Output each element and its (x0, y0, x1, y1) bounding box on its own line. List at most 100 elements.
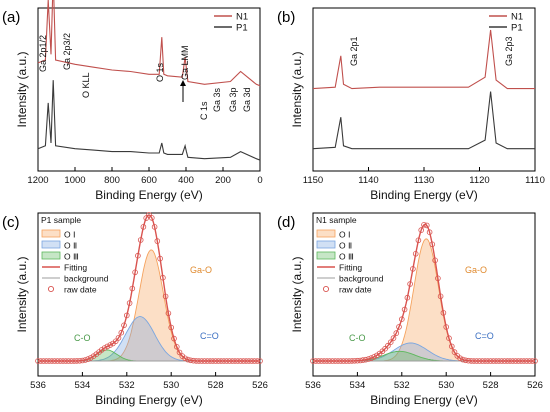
raw-data-point (465, 357, 472, 364)
panel-label: (a) (2, 9, 20, 26)
legend-label: O Ⅱ (64, 241, 77, 251)
raw-data-point (162, 293, 169, 300)
raw-data-point (432, 257, 438, 264)
raw-data-point (251, 358, 258, 364)
raw-data-point (157, 255, 163, 262)
legend-label: P1 (236, 23, 248, 34)
raw-data-point (490, 358, 497, 364)
raw-data-point (507, 358, 513, 364)
raw-data-point (321, 358, 327, 364)
peak-annotation: Ga 3s (212, 87, 222, 112)
raw-data-point (412, 251, 419, 257)
raw-data-point (437, 293, 444, 300)
raw-data-point (35, 358, 41, 364)
raw-data-point (349, 358, 355, 364)
legend-label: background (64, 274, 109, 284)
raw-data-point (501, 358, 508, 364)
raw-data-point (493, 358, 499, 364)
panel-label: (b) (277, 9, 295, 26)
peak-annotation: Ga-O (465, 265, 487, 275)
raw-data-point (315, 358, 322, 364)
raw-data-point (124, 312, 130, 319)
raw-data-point (63, 358, 69, 364)
raw-data-point (373, 352, 380, 359)
raw-data-point (473, 358, 480, 364)
raw-data-point (387, 339, 394, 346)
legend-label: O Ⅰ (64, 230, 75, 240)
raw-data-point (340, 358, 347, 364)
raw-data-point (512, 358, 519, 364)
x-tick-label: 534 (349, 380, 365, 391)
raw-data-point (82, 357, 88, 363)
raw-data-point (448, 343, 455, 350)
raw-data-point (504, 358, 511, 364)
raw-data-point (165, 310, 172, 317)
legend-swatch (41, 251, 61, 260)
raw-data-point (226, 358, 233, 364)
raw-data-point (335, 358, 341, 364)
raw-data-point (71, 358, 77, 364)
legend-swatch (322, 285, 330, 293)
legend-label: O Ⅰ (339, 230, 350, 240)
legend-label: O Ⅲ (339, 252, 354, 262)
legend-label: background (339, 274, 384, 284)
legend-swatch (316, 229, 336, 238)
panel-label: (c) (2, 214, 20, 231)
raw-data-point (332, 358, 339, 364)
x-tick-label: 532 (394, 380, 410, 391)
x-tick-label: 526 (252, 380, 268, 391)
raw-data-point (210, 358, 216, 364)
peak-annotation: Ga LMM (180, 45, 190, 80)
raw-data-point (160, 274, 166, 281)
raw-data-point (196, 358, 202, 364)
raw-data-point (521, 358, 527, 364)
raw-data-point (460, 356, 466, 363)
peak-annotation: C 1s (199, 101, 209, 120)
x-tick-label: 1140 (358, 175, 378, 186)
raw-data-point (326, 358, 333, 364)
raw-data-point (443, 324, 450, 330)
raw-data-point (457, 355, 463, 362)
sample-label: N1 sample (316, 215, 357, 225)
sample-label: P1 sample (41, 215, 81, 225)
series-line-P1 (312, 91, 535, 150)
peak-annotation: Ga 2p1/2 (38, 35, 48, 72)
raw-data-point (484, 358, 491, 364)
x-tick-label: 530 (163, 380, 179, 391)
y-axis-label: Intensity (a.u.) (15, 256, 29, 332)
raw-data-point (187, 357, 194, 364)
raw-data-point (446, 335, 452, 342)
raw-data-point (257, 358, 263, 364)
x-tick-label: 400 (178, 175, 194, 186)
y-axis-label: Intensity (a.u.) (290, 256, 304, 332)
y-axis-label: Intensity (a.u.) (15, 51, 29, 127)
raw-data-point (140, 224, 147, 230)
raw-data-point (99, 347, 105, 353)
raw-data-point (176, 349, 183, 356)
raw-data-point (468, 358, 475, 364)
legend-label: P1 (511, 23, 523, 34)
raw-data-point (482, 358, 488, 364)
raw-data-point (229, 358, 236, 364)
raw-data-point (74, 358, 80, 364)
peak-annotation: Ga-O (190, 265, 212, 275)
raw-data-point (398, 316, 405, 323)
arrow-head (180, 80, 186, 86)
raw-data-point (360, 357, 366, 363)
plot-frame (312, 212, 536, 377)
x-axis-label: Binding Energy (eV) (370, 393, 477, 407)
raw-data-point (49, 358, 55, 364)
raw-data-point (221, 358, 227, 364)
x-axis-label: Binding Energy (eV) (95, 188, 202, 202)
raw-data-point (198, 358, 205, 364)
x-tick-label: 536 (30, 380, 46, 391)
y-axis-label: Intensity (a.u.) (290, 51, 304, 127)
raw-data-point (107, 342, 113, 348)
raw-data-point (223, 358, 230, 364)
raw-data-point (235, 358, 241, 364)
raw-data-point (496, 358, 502, 364)
raw-data-point (129, 285, 136, 292)
raw-data-point (471, 358, 477, 364)
raw-data-point (476, 358, 483, 364)
